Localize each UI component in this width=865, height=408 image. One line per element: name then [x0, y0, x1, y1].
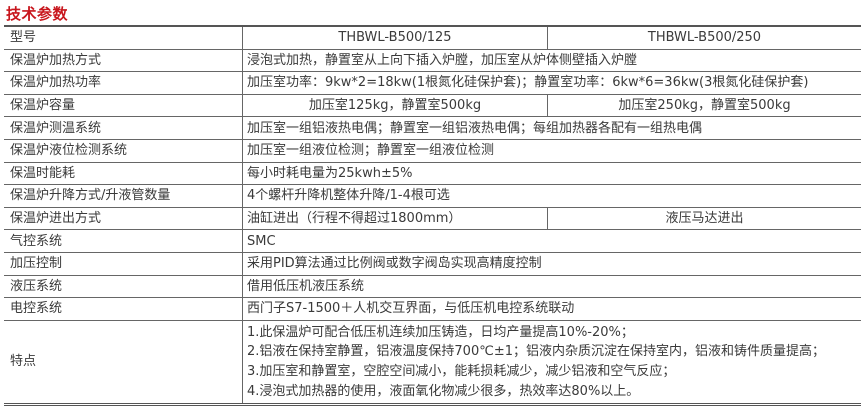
row-label: 保温炉进出方式: [4, 207, 243, 231]
row-label: 保温炉液位检测系统: [4, 139, 243, 163]
row-label: 保温时能耗: [4, 162, 243, 186]
feature-item: 3.加压室和静置室，空腔空间减小，能耗损耗减少，减少铝液和空气反应；: [247, 363, 676, 379]
row-value: 借用低压机液压系统: [242, 275, 861, 299]
table-row: 电控系统 西门子S7-1500＋人机交互界面，与低压机电控系统联动: [4, 297, 861, 321]
table-row-header: 型号 THBWL-B500/125 THBWL-B500/250: [4, 26, 861, 50]
row-label: 加压控制: [4, 252, 243, 276]
table-row: 加压控制 采用PID算法通过比例阀或数字阀岛实现高精度控制: [4, 252, 861, 276]
row-value: 采用PID算法通过比例阀或数字阀岛实现高精度控制: [242, 252, 861, 276]
table-row: 保温炉测温系统 加压室一组铝液热电偶；静置室一组铝液热电偶；每组加热器各配有一组热…: [4, 116, 861, 140]
row-label: 液压系统: [4, 275, 243, 299]
feature-item: 1.此保温炉可配合低压机连续加压铸造，日均产量提高10%-20%；: [247, 324, 634, 340]
row-value: 浸泡式加热，静置室从上向下插入炉膛，加压室从炉体侧壁插入炉膛: [242, 49, 861, 73]
row-label: 保温炉加热功率: [4, 71, 243, 95]
row-label: 保温炉升降方式/升液管数量: [4, 184, 243, 208]
table-row: 保温炉加热方式 浸泡式加热，静置室从上向下插入炉膛，加压室从炉体侧壁插入炉膛: [4, 49, 861, 73]
table-row: 保温炉进出方式 油缸进出（行程不得超过1800mm） 液压马达进出: [4, 207, 861, 231]
table-row: 保温炉升降方式/升液管数量 4个螺杆升降机整体升降/1-4根可选: [4, 184, 861, 208]
row-label: 保温炉测温系统: [4, 116, 243, 140]
row-value: 加压室功率：9kw*2=18kw(1根氮化硅保护套)；静置室功率：6kw*6=3…: [242, 71, 861, 95]
row-value: 每小时耗电量为25kwh±5%: [242, 162, 861, 186]
table-row: 保温炉容量 加压室125kg，静置室500kg 加压室250kg，静置室500kg: [4, 94, 861, 118]
row-label: 型号: [4, 26, 243, 50]
table-row: 保温炉加热功率 加压室功率：9kw*2=18kw(1根氮化硅保护套)；静置室功率：…: [4, 71, 861, 95]
table-row-features: 特点 1.此保温炉可配合低压机连续加压铸造，日均产量提高10%-20%； 2.铝液…: [4, 320, 862, 405]
table-row: 保温炉液位检测系统 加压室一组液位检测；静置室一组液位检测: [4, 139, 861, 163]
row-value-a: 加压室125kg，静置室500kg: [242, 94, 548, 118]
model-a: THBWL-B500/125: [242, 26, 548, 50]
feature-item: 4.浸泡式加热器的使用，液面氧化物减少很多，热效率达80%以上。: [247, 383, 640, 399]
row-value: 加压室一组铝液热电偶；静置室一组铝液热电偶；每组加热器各配有一组热电偶: [242, 116, 861, 140]
row-value: 加压室一组液位检测；静置室一组液位检测: [242, 139, 861, 163]
model-b: THBWL-B500/250: [547, 26, 861, 50]
table-row: 液压系统 借用低压机液压系统: [4, 275, 861, 299]
row-label: 气控系统: [4, 229, 243, 253]
row-value-b: 液压马达进出: [547, 207, 861, 231]
row-value: SMC: [242, 229, 861, 253]
section-title: 技术参数: [6, 5, 69, 23]
row-value: 西门子S7-1500＋人机交互界面，与低压机电控系统联动: [242, 297, 861, 321]
row-label: 电控系统: [4, 297, 243, 321]
table-row: 保温时能耗 每小时耗电量为25kwh±5%: [4, 162, 861, 186]
row-label: 特点: [4, 320, 243, 405]
row-label: 保温炉加热方式: [4, 49, 243, 73]
features-list: 1.此保温炉可配合低压机连续加压铸造，日均产量提高10%-20%； 2.铝液在保持…: [243, 320, 862, 404]
row-value-b: 加压室250kg，静置室500kg: [547, 94, 861, 118]
row-label: 保温炉容量: [4, 94, 243, 118]
feature-item: 2.铝液在保持室静置，铝液温度保持700℃±1；铝液内杂质沉淀在保持室内，铝液和…: [247, 344, 825, 360]
table-row: 气控系统 SMC: [4, 229, 861, 253]
row-value: 4个螺杆升降机整体升降/1-4根可选: [242, 184, 861, 208]
spec-table: 型号 THBWL-B500/125 THBWL-B500/250 保温炉加热方式…: [4, 25, 862, 407]
row-value-a: 油缸进出（行程不得超过1800mm）: [242, 207, 548, 231]
